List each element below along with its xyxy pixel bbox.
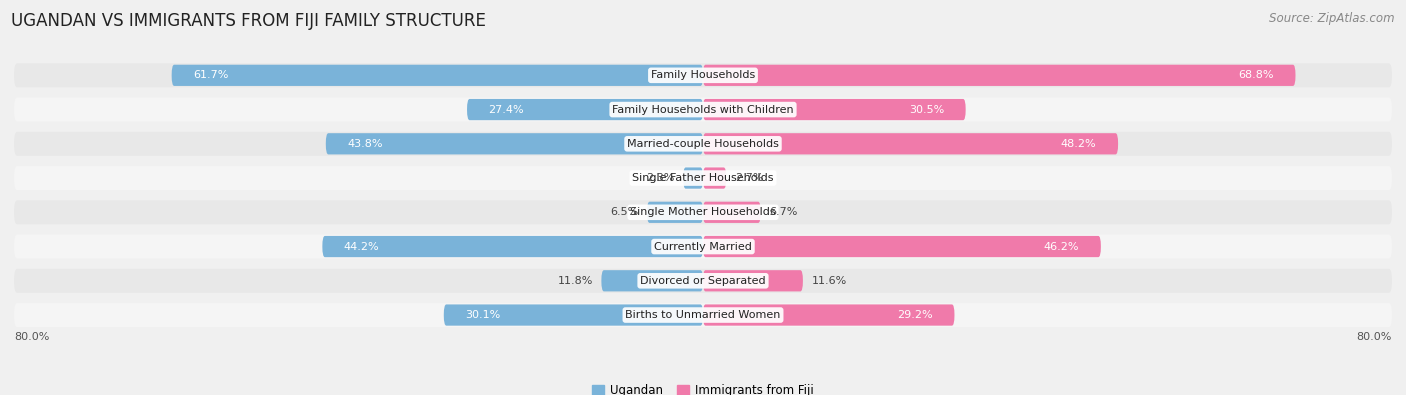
FancyBboxPatch shape (703, 202, 761, 223)
FancyBboxPatch shape (14, 63, 1392, 87)
FancyBboxPatch shape (444, 305, 703, 325)
FancyBboxPatch shape (703, 99, 966, 120)
Text: 6.7%: 6.7% (769, 207, 797, 217)
Text: Single Mother Households: Single Mother Households (630, 207, 776, 217)
FancyBboxPatch shape (14, 303, 1392, 327)
FancyBboxPatch shape (683, 167, 703, 189)
FancyBboxPatch shape (172, 65, 703, 86)
Text: Single Father Households: Single Father Households (633, 173, 773, 183)
Text: Divorced or Separated: Divorced or Separated (640, 276, 766, 286)
FancyBboxPatch shape (14, 200, 1392, 224)
FancyBboxPatch shape (14, 166, 1392, 190)
FancyBboxPatch shape (703, 65, 1295, 86)
FancyBboxPatch shape (467, 99, 703, 120)
Text: 27.4%: 27.4% (488, 105, 524, 115)
Text: Source: ZipAtlas.com: Source: ZipAtlas.com (1270, 12, 1395, 25)
Text: 80.0%: 80.0% (1357, 332, 1392, 342)
Text: Family Households with Children: Family Households with Children (612, 105, 794, 115)
Text: 46.2%: 46.2% (1043, 242, 1080, 252)
Text: Family Households: Family Households (651, 70, 755, 80)
Text: 43.8%: 43.8% (347, 139, 382, 149)
FancyBboxPatch shape (14, 235, 1392, 259)
Text: 2.3%: 2.3% (647, 173, 675, 183)
Text: 48.2%: 48.2% (1062, 139, 1097, 149)
FancyBboxPatch shape (703, 305, 955, 325)
FancyBboxPatch shape (322, 236, 703, 257)
Text: 61.7%: 61.7% (193, 70, 229, 80)
Text: 11.6%: 11.6% (811, 276, 846, 286)
Legend: Ugandan, Immigrants from Fiji: Ugandan, Immigrants from Fiji (592, 384, 814, 395)
Text: Married-couple Households: Married-couple Households (627, 139, 779, 149)
FancyBboxPatch shape (703, 133, 1118, 154)
Text: 30.1%: 30.1% (465, 310, 501, 320)
Text: Births to Unmarried Women: Births to Unmarried Women (626, 310, 780, 320)
FancyBboxPatch shape (326, 133, 703, 154)
Text: 11.8%: 11.8% (557, 276, 593, 286)
FancyBboxPatch shape (703, 270, 803, 292)
Text: Currently Married: Currently Married (654, 242, 752, 252)
FancyBboxPatch shape (602, 270, 703, 292)
Text: 68.8%: 68.8% (1239, 70, 1274, 80)
FancyBboxPatch shape (14, 132, 1392, 156)
Text: 80.0%: 80.0% (14, 332, 49, 342)
Text: UGANDAN VS IMMIGRANTS FROM FIJI FAMILY STRUCTURE: UGANDAN VS IMMIGRANTS FROM FIJI FAMILY S… (11, 12, 486, 30)
Text: 29.2%: 29.2% (897, 310, 934, 320)
Text: 30.5%: 30.5% (908, 105, 945, 115)
FancyBboxPatch shape (703, 167, 727, 189)
Text: 44.2%: 44.2% (344, 242, 380, 252)
FancyBboxPatch shape (703, 236, 1101, 257)
FancyBboxPatch shape (14, 98, 1392, 122)
Text: 2.7%: 2.7% (735, 173, 763, 183)
FancyBboxPatch shape (14, 269, 1392, 293)
Text: 6.5%: 6.5% (610, 207, 638, 217)
FancyBboxPatch shape (647, 202, 703, 223)
